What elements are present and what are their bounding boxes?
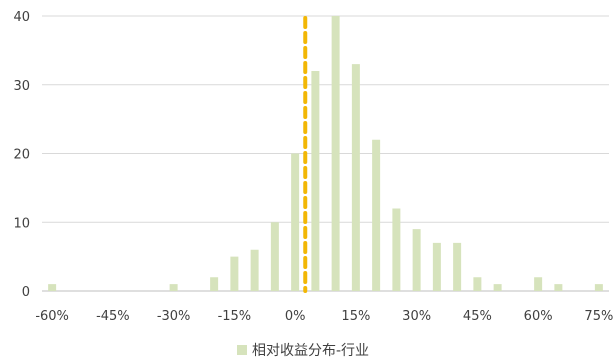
x-tick-label: -30% bbox=[157, 309, 191, 324]
bar bbox=[48, 284, 57, 291]
x-axis: -60% -45% -30% -15% 0% 15% 30% 45% 60% 75% bbox=[35, 309, 613, 324]
bar bbox=[291, 153, 300, 291]
bar bbox=[372, 139, 381, 291]
x-tick-label: 60% bbox=[524, 309, 553, 324]
x-tick-label: 45% bbox=[463, 309, 492, 324]
bar bbox=[250, 249, 259, 291]
y-tick-label: 0 bbox=[22, 285, 30, 300]
bar bbox=[412, 229, 421, 291]
bar bbox=[169, 284, 178, 291]
bar bbox=[311, 71, 320, 291]
x-tick-label: 15% bbox=[341, 309, 370, 324]
y-tick-label: 30 bbox=[13, 79, 30, 94]
legend-label: 相对收益分布-行业 bbox=[252, 343, 369, 359]
x-tick-label: -60% bbox=[35, 309, 69, 324]
y-axis: 0 10 20 30 40 bbox=[13, 10, 30, 300]
bar bbox=[351, 64, 360, 291]
bar bbox=[554, 284, 563, 291]
bar bbox=[230, 256, 239, 291]
bar bbox=[473, 277, 482, 291]
legend: 相对收益分布-行业 bbox=[237, 343, 369, 359]
legend-swatch bbox=[237, 345, 247, 355]
bar bbox=[331, 16, 340, 291]
x-tick-label: 0% bbox=[285, 309, 306, 324]
x-tick-label: -15% bbox=[218, 309, 252, 324]
gridlines bbox=[42, 15, 609, 292]
x-tick-label: -45% bbox=[96, 309, 130, 324]
y-tick-label: 40 bbox=[13, 10, 30, 25]
bar bbox=[210, 277, 219, 291]
bar bbox=[453, 242, 462, 291]
x-tick-label: 30% bbox=[402, 309, 431, 324]
y-tick-label: 20 bbox=[13, 148, 30, 163]
bar bbox=[270, 222, 279, 291]
bar bbox=[534, 277, 543, 291]
bar bbox=[392, 208, 401, 291]
y-tick-label: 10 bbox=[13, 216, 30, 231]
bar bbox=[432, 242, 441, 291]
bar bbox=[493, 284, 502, 291]
bar bbox=[594, 284, 603, 291]
x-tick-label: 75% bbox=[584, 309, 613, 324]
bars bbox=[48, 16, 603, 291]
